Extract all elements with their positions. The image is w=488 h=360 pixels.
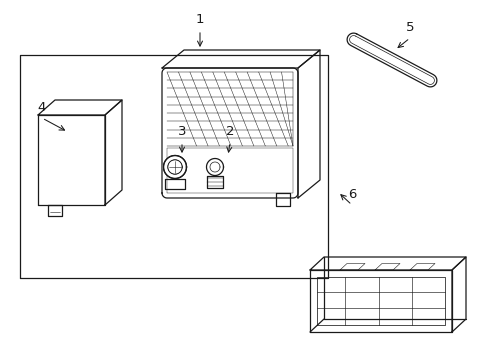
Polygon shape	[346, 33, 436, 87]
Text: 3: 3	[177, 125, 186, 138]
Text: 4: 4	[38, 101, 46, 114]
Polygon shape	[162, 50, 319, 68]
Polygon shape	[105, 100, 122, 205]
Circle shape	[206, 158, 223, 176]
Circle shape	[163, 156, 186, 179]
Polygon shape	[316, 277, 444, 325]
Text: 2: 2	[225, 125, 234, 138]
Polygon shape	[164, 179, 184, 189]
Polygon shape	[374, 264, 399, 270]
Text: 5: 5	[405, 21, 413, 34]
Polygon shape	[206, 176, 223, 188]
Polygon shape	[339, 264, 364, 270]
Text: 1: 1	[195, 13, 204, 26]
Polygon shape	[297, 50, 319, 198]
Polygon shape	[38, 115, 105, 205]
Polygon shape	[309, 257, 465, 270]
Polygon shape	[48, 205, 62, 216]
Polygon shape	[38, 100, 122, 115]
Polygon shape	[451, 257, 465, 332]
Text: 6: 6	[347, 188, 355, 201]
Polygon shape	[309, 270, 451, 332]
Polygon shape	[20, 55, 327, 278]
Polygon shape	[162, 68, 297, 198]
Polygon shape	[409, 264, 434, 270]
Polygon shape	[167, 148, 292, 193]
Polygon shape	[275, 193, 289, 206]
